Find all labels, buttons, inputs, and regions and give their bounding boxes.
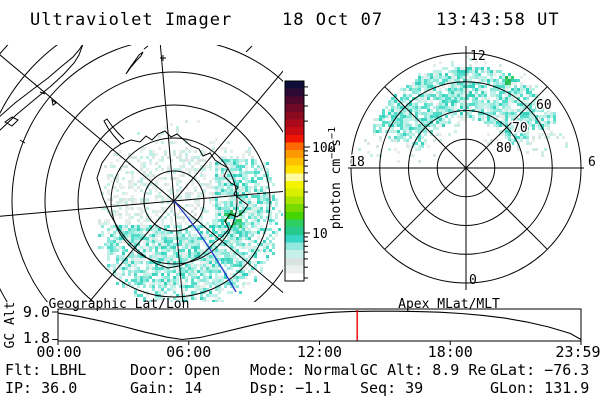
coastline-antarctic-peninsula — [103, 118, 125, 145]
mlt-label-12: 12 — [470, 49, 486, 64]
island-falkland — [39, 91, 46, 95]
island-small-3 — [143, 45, 149, 50]
title-date: 18 Oct 07 — [282, 10, 383, 30]
orbit-track-line — [173, 200, 237, 293]
colorbar-ticks — [304, 86, 310, 279]
lat-label-60: 60 — [536, 98, 552, 113]
mlt-label-18: 18 — [349, 155, 365, 170]
ytick-1-8: 1.8 — [23, 329, 50, 347]
page-title: Ultraviolet Imager — [30, 10, 232, 30]
xtick-1800: 18:00 — [428, 343, 473, 361]
mlt-diagonal-2 — [384, 86, 548, 250]
colorbar: 100 10 photon cm−2s−1 — [284, 80, 344, 282]
xtick-2359: 23:59 — [555, 343, 600, 361]
title-time: 13:43:58 UT — [436, 10, 560, 30]
geographic-grid — [0, 45, 283, 302]
lat-label-70: 70 — [512, 121, 528, 136]
status-door: Door: Open — [130, 361, 220, 379]
status-mode: Mode: Normal — [250, 361, 358, 379]
status-dsp: Dsp: −1.1 — [250, 379, 331, 397]
status-gc-alt: GC Alt: 8.9 Re — [360, 361, 486, 379]
colorbar-tick-label-10: 10 — [312, 227, 328, 242]
coastline-south-america-west — [0, 45, 84, 131]
status-gain: Gain: 14 — [130, 379, 202, 397]
uvi-image-apex-wrap — [358, 55, 568, 163]
apex-grid — [348, 46, 584, 290]
status-ip: IP: 36.0 — [5, 379, 77, 397]
colorbar-tick-label-100: 100 — [312, 141, 335, 156]
gc-alt-timeline: 9.0 1.8 GC Alt 00:00 06:00 12:00 18:00 2… — [3, 302, 600, 361]
coastlines — [0, 45, 253, 269]
status-flt: Flt: LBHL — [5, 361, 86, 379]
status-seq: Seq: 39 — [360, 379, 423, 397]
timeline-axis-ticks — [52, 311, 582, 345]
xtick-0000: 00:00 — [36, 343, 81, 361]
map-cross-mark — [160, 55, 166, 61]
island-tierra-del-fuego — [4, 116, 19, 127]
status-glon: GLon: 131.9 — [490, 379, 589, 397]
geographic-map-panel — [0, 45, 283, 302]
gc-alt-curve — [57, 310, 582, 341]
status-glat: GLat: −76.3 — [490, 361, 589, 379]
coastline-antarctica — [96, 130, 249, 269]
coastline-new-zealand — [125, 51, 144, 75]
coastline-south-america-east — [0, 45, 83, 117]
island-small-2 — [19, 139, 26, 144]
apex-caption: Apex MLat/MLT — [398, 297, 500, 312]
mlt-label-6: 6 — [588, 155, 596, 170]
mlt-label-0: 0 — [469, 273, 477, 288]
xtick-1200: 12:00 — [297, 343, 342, 361]
colorbar-gradient — [285, 81, 304, 282]
coast-dash-top-right — [245, 45, 253, 53]
xtick-0600: 06:00 — [166, 343, 211, 361]
status-readout: Flt: LBHL Door: Open Mode: Normal GC Alt… — [5, 361, 589, 397]
ytick-9: 9.0 — [23, 303, 50, 321]
timeline-ylabel: GC Alt — [3, 302, 18, 349]
colorbar-axis-label: photon cm−2s−1 — [327, 127, 344, 229]
uvi-image-apex — [358, 55, 568, 163]
geographic-caption: Geographic Lat/Lon — [49, 297, 190, 312]
lat-label-80: 80 — [496, 141, 512, 156]
apex-polar-panel: 12 18 6 0 80 70 60 — [348, 46, 596, 290]
island-small-1 — [51, 98, 57, 106]
